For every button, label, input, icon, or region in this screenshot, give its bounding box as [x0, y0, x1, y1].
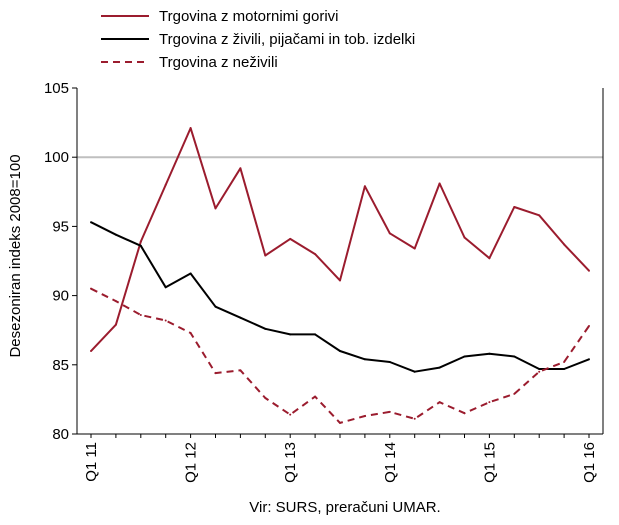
series-2-point [339, 349, 341, 352]
y-tick-label: 80 [52, 426, 69, 443]
series-2-point [189, 272, 192, 275]
series-1-point [164, 183, 167, 186]
legend-label-3: Trgovina z neživili [159, 54, 278, 71]
series-3-point [314, 395, 317, 398]
series-2-point [513, 355, 516, 358]
series-1-point [588, 269, 590, 272]
series-1-point [413, 247, 416, 250]
series-1-point [438, 182, 441, 185]
series-3-point [463, 412, 466, 415]
series-3-point [563, 361, 566, 364]
series-2-point [289, 333, 292, 336]
series-1-point [339, 279, 341, 282]
series-3-point [114, 300, 117, 303]
series-2-point [488, 352, 491, 355]
x-tick-label: Q1 16 [581, 442, 598, 483]
y-tick-label: 105 [44, 80, 69, 97]
series-1-point [90, 349, 92, 352]
series-1-point [189, 127, 192, 130]
series-2-point [563, 367, 566, 370]
series-1-point [139, 240, 142, 243]
series-3-point [139, 313, 142, 316]
legend: Trgovina z motornimi gorivi Trgovina z ži… [101, 8, 415, 71]
series-3-point [488, 401, 491, 404]
axes: 80 85 90 95 100 105 Q1 11 Q1 12 Q1 13 Q1 14 Q1 15 Q… [44, 80, 604, 483]
series-3-point [513, 392, 516, 395]
series-2-point [388, 361, 391, 364]
x-tick-label: Q1 11 [83, 442, 100, 482]
y-tick-label: 95 [52, 218, 69, 235]
series-layer [90, 127, 590, 424]
series-3-point [438, 401, 441, 404]
series-3-point [388, 410, 391, 413]
series-3-point [90, 287, 92, 290]
series-1-point [563, 243, 566, 246]
series-2-point [538, 367, 541, 370]
series-3-point [164, 319, 167, 322]
series-1-point [363, 185, 366, 188]
series-2-point [214, 305, 217, 308]
series-3-point [289, 413, 292, 416]
x-tick-label: Q1 14 [382, 442, 399, 483]
series-1-point [114, 323, 117, 326]
series-1-point [289, 237, 292, 240]
series-2-point [239, 316, 242, 319]
series-1-point [388, 232, 391, 235]
series-2-point [90, 221, 92, 224]
series-3-point [413, 417, 416, 420]
legend-label-1: Trgovina z motornimi gorivi [159, 8, 339, 25]
series-1-point [264, 254, 267, 257]
series-3-point [214, 372, 217, 375]
series-3-point [264, 397, 267, 400]
series-1-point [314, 253, 317, 256]
series-1-point [538, 214, 541, 217]
series-2-point [164, 286, 167, 289]
series-3-point [363, 415, 366, 418]
y-axis-title: Desezoniran indeks 2008=100 [7, 154, 24, 357]
x-tick-label: Q1 12 [183, 442, 200, 483]
series-3-point [339, 421, 341, 424]
y-tick-label: 100 [44, 149, 69, 166]
series-2-point [363, 358, 366, 361]
series-3-point [538, 370, 541, 373]
series-2-point [139, 244, 142, 247]
y-tick-label: 90 [52, 288, 69, 305]
series-line-1 [90, 127, 590, 352]
series-1-point [214, 207, 217, 210]
series-3-point [588, 325, 590, 328]
series-2-point [438, 366, 441, 369]
series-3-point [189, 331, 192, 334]
legend-label-2: Trgovina z živili, pijačami in tob. izde… [159, 31, 415, 48]
x-tick-label: Q1 13 [282, 442, 299, 483]
series-2-point [588, 358, 590, 361]
y-tick-label: 85 [52, 357, 69, 374]
series-3-point [239, 369, 242, 372]
series-1-point [239, 167, 242, 170]
series-2-point [264, 327, 267, 330]
series-2-point [114, 233, 117, 236]
series-2-point [413, 370, 416, 373]
series-1-point [488, 257, 491, 260]
series-2-point [314, 333, 317, 336]
series-1-point [513, 206, 516, 209]
series-line-2 [90, 221, 590, 373]
source-note: Vir: SURS, preračuni UMAR. [249, 499, 440, 516]
series-1-point [463, 236, 466, 239]
x-tick-label: Q1 15 [481, 442, 498, 483]
series-2-point [463, 355, 466, 358]
